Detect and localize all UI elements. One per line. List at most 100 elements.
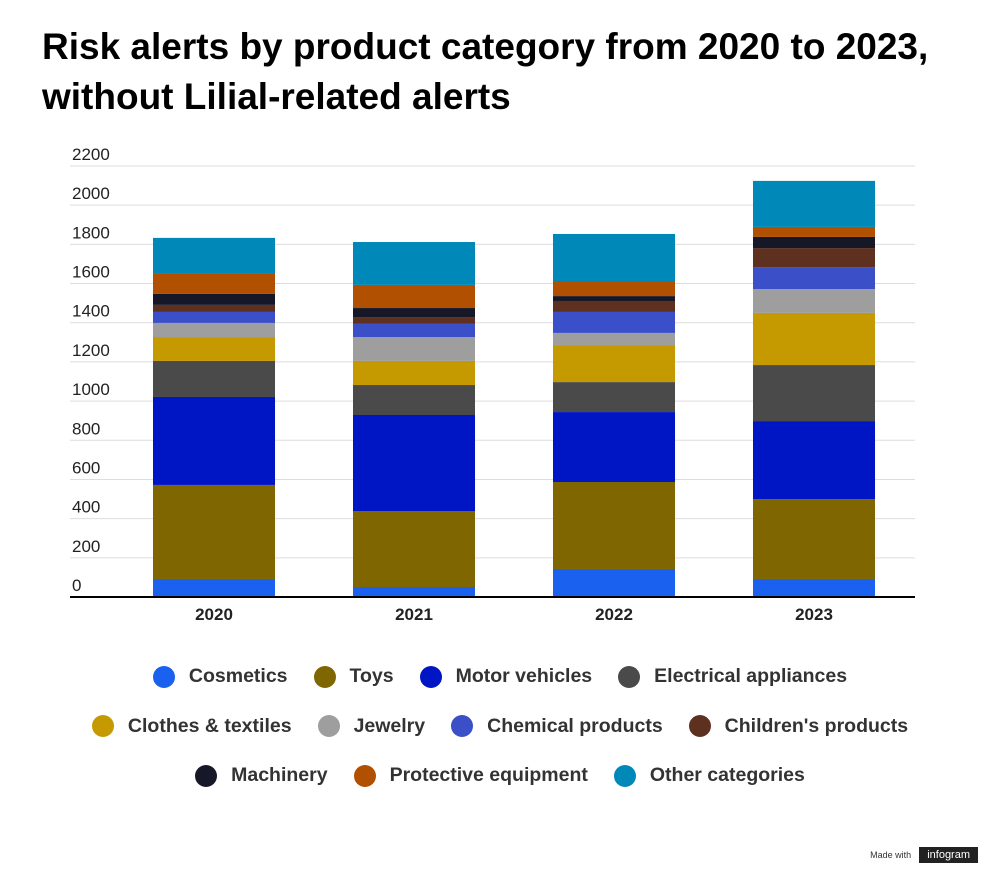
legend-label: Motor vehicles [455,665,593,688]
y-tick-label: 1800 [72,223,110,242]
legend-label: Electrical appliances [654,665,848,688]
bar-segment [553,345,675,383]
bar-segment [753,289,875,313]
bar-segment [753,312,875,366]
bar-segment [753,421,875,500]
bar-segment [353,323,475,338]
bar-segment [553,482,675,569]
legend-swatch [152,665,175,688]
bar-segment [753,267,875,290]
legend-label: Protective equipment [389,764,588,787]
legend-swatch [195,764,218,787]
y-tick-label: 200 [72,537,100,556]
bar-segment [153,237,275,274]
bar-segment [353,415,475,511]
bar-segment [753,365,875,422]
footer: Made with infogram [870,847,978,863]
bar-segment [753,499,875,579]
legend-item: Cosmetics [152,665,288,688]
y-tick-label: 1200 [72,341,110,360]
x-tick-label: 2020 [195,605,233,624]
bar-segment [753,236,875,249]
legend-label: Clothes & textiles [127,714,292,737]
y-tick-label: 1400 [72,302,110,321]
bar-segment [353,317,475,324]
legend-item: Chemical products [451,715,663,738]
legend-item: Children's products [688,714,909,738]
y-tick-label: 2200 [72,145,110,164]
bar-segment [353,308,475,318]
bar-segment [153,360,275,397]
legend-item: Protective equipment [353,764,588,787]
legend-swatch [317,715,340,738]
x-tick-label: 2022 [595,605,633,624]
legend-item: Jewelry [317,714,426,738]
bar-segment [153,484,275,579]
legend-row: Clothes & textiles Jewelry Chemical produc… [0,702,1000,752]
y-tick-label: 800 [72,419,100,438]
bar-segment [353,385,475,416]
legend-row: Machinery Protective equipment Other categ… [0,751,1000,801]
bar-segment [153,396,275,485]
legend-swatch [618,665,641,688]
legend-item: Motor vehicles [419,665,593,688]
y-tick-label: 1000 [72,380,110,399]
bar-segment [553,300,675,312]
made-with: Made with [870,850,912,860]
bar-segment [353,337,475,361]
bar-segment [153,578,275,597]
bar-segment [553,332,675,346]
bar-segment [553,296,675,301]
y-tick-label: 400 [72,498,100,517]
bar-segment [753,226,875,237]
bar-segment [353,587,475,597]
bar-segment [153,293,275,305]
legend-swatch [91,715,114,738]
legend-swatch [419,665,442,688]
bar-segment [553,233,675,281]
legend-item: Toys [313,665,394,688]
legend-label: Other categories [649,764,805,787]
legend-label: Children's products [724,714,909,737]
bar-segment [553,568,675,597]
bar-segment [153,322,275,338]
bar-segment [753,248,875,268]
legend-swatch [313,665,336,688]
legend-label: Toys [349,665,394,688]
bar-segment [153,311,275,323]
y-tick-label: 600 [72,458,100,477]
y-tick-label: 0 [72,576,81,595]
legend-label: Cosmetics [188,665,288,688]
bar-segment [353,510,475,588]
bar-segment [553,412,675,483]
brand: infogram [919,847,978,863]
legend-row: Cosmetics Toys Motor vehicles Electrical ap… [0,652,1000,702]
legend-swatch [451,715,474,738]
legend-label: Jewelry [353,714,426,737]
legend-item: Clothes & textiles [91,714,292,738]
legend-swatch [688,715,711,738]
legend-item: Other categories [613,764,805,787]
x-tick-label: 2023 [795,605,833,624]
bar-segment [153,337,275,361]
bar-segment [753,578,875,597]
x-tick-label: 2021 [395,605,433,624]
bar-segment [553,311,675,333]
legend-swatch [353,764,376,787]
chart-title: Risk alerts by product category from 202… [42,26,929,117]
bar-segment [153,273,275,294]
y-tick-label: 2000 [72,184,110,203]
bar-segment [553,280,675,297]
bar-segment [353,284,475,309]
bar-segment [353,242,475,285]
chart: 0 200 400 600 800 1000 1200 1400 1600 1800 2000 220… [70,145,915,624]
legend-label: Machinery [231,764,328,787]
y-tick-label: 1600 [72,263,110,282]
legend-item: Machinery [195,764,328,787]
bar-segment [553,382,675,413]
legend-label: Chemical products [487,714,663,737]
legend-swatch [613,764,636,787]
bar-segment [353,360,475,386]
bar-segment [153,304,275,312]
